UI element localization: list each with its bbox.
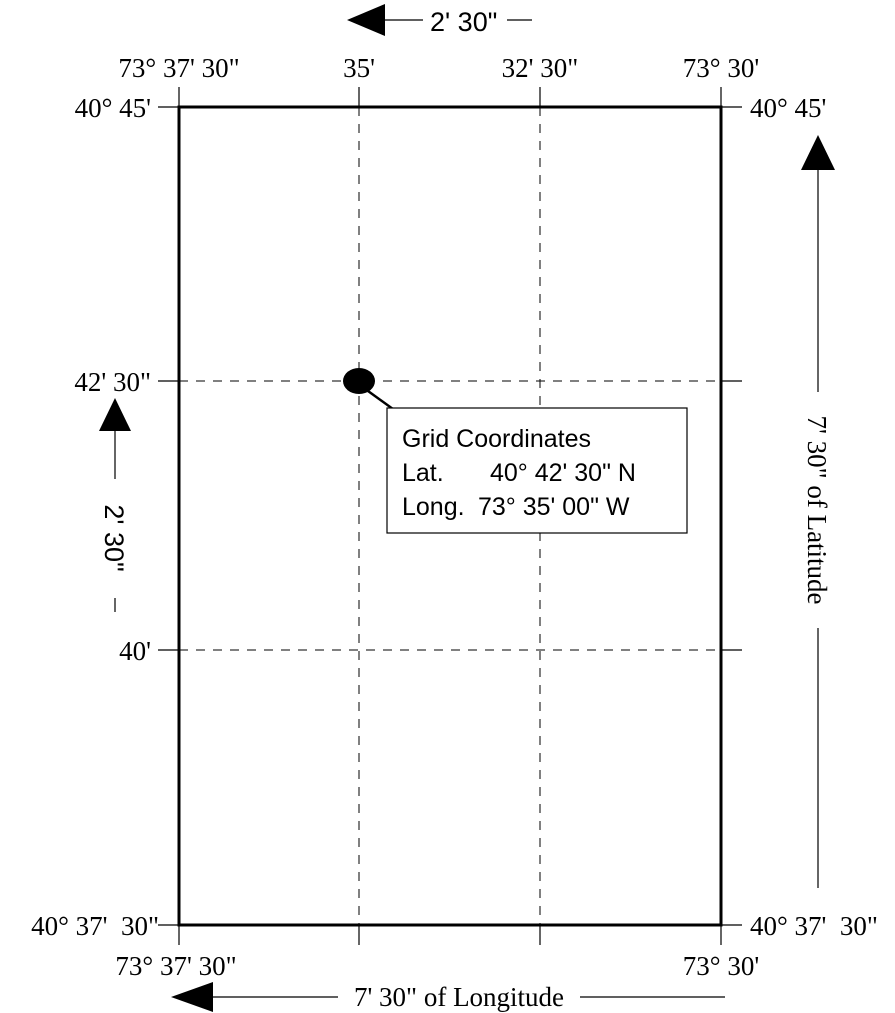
bottom-long-label-left: 73° 37' 30" <box>115 951 236 981</box>
longitude-span-label: 7' 30" of Longitude <box>354 982 564 1012</box>
left-lat-label-bottom: 40° 37' 30" <box>31 911 159 941</box>
left-arrowhead-icon <box>347 4 385 36</box>
left-lat-label-top: 40° 45' <box>75 93 151 123</box>
top-long-label-32-30: 32' 30" <box>502 53 579 83</box>
right-lat-label-bottom: 40° 37' 30" <box>750 911 878 941</box>
left-interval-arrow <box>99 398 131 612</box>
callout-long-label: Long. <box>402 493 465 521</box>
callout-title: Grid Coordinates <box>402 425 591 453</box>
top-long-label-35: 35' <box>343 53 375 83</box>
latitude-span-arrow <box>801 135 835 888</box>
left-arrowhead-icon <box>171 982 213 1012</box>
longitude-span-arrow <box>171 982 725 1012</box>
callout-lat-value: 40° 42' 30" N <box>490 459 636 487</box>
grid-point-marker <box>343 368 375 394</box>
quadrangle-frame <box>177 105 723 927</box>
top-long-label-left: 73° 37' 30" <box>118 53 239 83</box>
frame-ticks <box>158 87 742 945</box>
up-arrowhead-icon <box>99 398 131 431</box>
left-interval-label: 2' 30" <box>99 504 129 571</box>
callout-lat-label: Lat. <box>402 459 444 487</box>
up-arrowhead-icon <box>801 135 835 170</box>
top-interval-label: 2' 30" <box>430 7 497 37</box>
top-long-label-right: 73° 30' <box>683 53 759 83</box>
callout-box <box>386 407 688 534</box>
left-lat-label-42-30: 42' 30" <box>74 367 151 397</box>
bottom-long-label-right: 73° 30' <box>683 951 759 981</box>
right-lat-label-top: 40° 45' <box>750 93 826 123</box>
top-interval-arrow <box>347 4 532 36</box>
latitude-span-label: 7' 30" of Latitude <box>802 415 832 604</box>
callout-long-value: 73° 35' 00" W <box>478 493 630 521</box>
left-lat-label-40: 40' <box>119 636 151 666</box>
